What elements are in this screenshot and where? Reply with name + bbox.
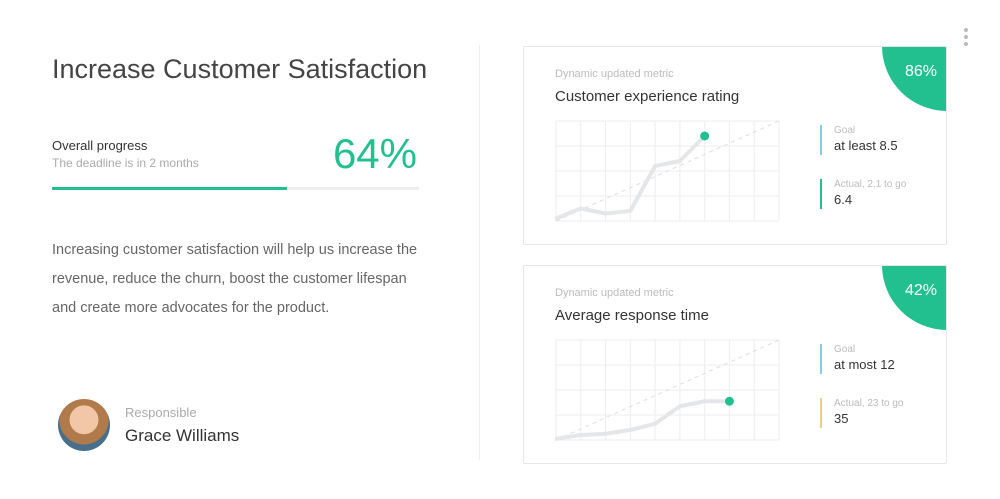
page-title: Increase Customer Satisfaction <box>52 54 428 84</box>
card-subtitle: Dynamic updated metric <box>555 68 674 80</box>
progress-label: Overall progress <box>52 138 148 153</box>
goal-value: at most 12 <box>834 357 895 372</box>
card-percent: 86% <box>904 63 937 80</box>
actual-label: Actual, 23 to go <box>834 398 904 409</box>
goal-stat: Goal at most 12 <box>820 344 895 374</box>
card-title: Average response time <box>555 307 709 324</box>
target-line <box>555 120 780 222</box>
actual-value: 35 <box>834 411 849 426</box>
progress-percent: 64% <box>332 130 417 177</box>
goal-stat: Goal at least 8.5 <box>820 125 898 155</box>
series-line <box>555 399 732 441</box>
divider <box>479 45 480 460</box>
current-point <box>724 396 734 406</box>
actual-stat: Actual, 2.1 to go 6.4 <box>820 179 906 209</box>
card-percent: 42% <box>904 282 937 299</box>
goal-label: Goal <box>834 125 856 136</box>
metric-card-response-time[interactable]: 42% Dynamic updated metric Average respo… <box>523 265 947 464</box>
target-line <box>555 339 780 441</box>
more-options-icon[interactable] <box>963 28 969 50</box>
metric-chart <box>555 339 780 441</box>
avatar <box>58 399 110 451</box>
actual-stat: Actual, 23 to go 35 <box>820 398 904 428</box>
responsible-name: Grace Williams <box>125 426 240 445</box>
responsible-label: Responsible <box>125 405 197 420</box>
progress-bar-fill <box>52 187 287 190</box>
actual-label: Actual, 2.1 to go <box>834 179 907 190</box>
series-line <box>555 134 707 221</box>
goal-label: Goal <box>834 344 856 355</box>
card-subtitle: Dynamic updated metric <box>555 287 674 299</box>
goal-value: at least 8.5 <box>834 138 898 153</box>
metric-chart <box>555 120 780 222</box>
goal-description: Increasing customer satisfaction will he… <box>52 242 418 316</box>
actual-value: 6.4 <box>834 192 853 207</box>
progress-deadline: The deadline is in 2 months <box>52 156 199 170</box>
card-title: Customer experience rating <box>555 88 740 105</box>
metric-card-experience[interactable]: 86% Dynamic updated metric Customer expe… <box>523 46 947 245</box>
current-point <box>700 131 710 141</box>
progress-bar <box>52 187 419 190</box>
